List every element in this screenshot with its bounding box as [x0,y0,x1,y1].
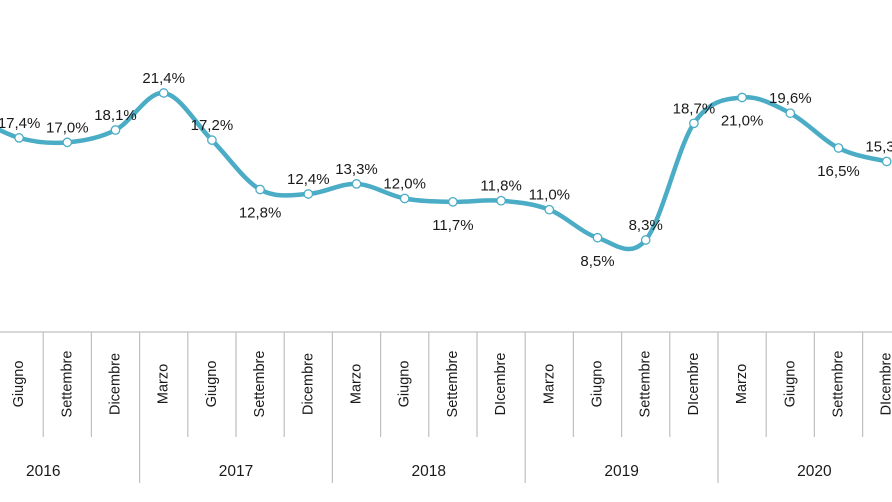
data-point [785,108,796,119]
data-point [62,137,73,148]
data-point [737,92,747,103]
series-line-group [0,90,889,252]
data-label: 15,3% [865,138,892,155]
month-tick-label: Settembre [59,351,75,418]
data-label: 18,7% [673,100,716,117]
month-tick-label: Giugno [397,361,413,408]
data-label: 11,8% [480,178,521,195]
data-point [158,88,169,98]
data-label: 21,4% [142,70,185,87]
data-label: 13,3% [335,161,378,178]
series-line [0,90,889,252]
month-tick-label: Settembre [638,351,654,418]
data-point [640,235,651,245]
data-point [255,184,265,195]
month-tick-label: Settembre [831,351,847,418]
data-label: 12,0% [383,175,426,192]
data-label: 17,4% [0,115,40,132]
x-axis: Giugno Settembre Dicembre 2016 Marzo Giugno Se… [0,331,892,483]
data-label: 8,3% [629,217,663,234]
data-point [303,189,314,199]
month-tick-label: Dicembre [108,353,124,415]
year-label: 2018 [412,463,446,480]
data-label: 18,1% [94,107,137,124]
data-point [592,232,603,243]
markers [14,88,892,245]
month-tick-label: Giugno [204,361,220,408]
data-point [207,135,217,145]
month-tick-label: DIcembre [686,353,702,416]
month-tick-label: Giugno [11,361,27,408]
year-label: 2020 [797,463,832,480]
month-tick-label: Settembre [445,351,461,418]
data-point [110,125,121,135]
data-label: 16,5% [817,163,860,180]
data-point [14,133,24,143]
data-point [496,195,506,206]
month-tick-label: Giugno [590,361,606,408]
data-label: 17,2% [191,117,234,134]
month-tick-label: DIcembre [879,353,892,416]
data-label: 12,8% [239,205,282,222]
month-tick-label: Marzo [156,364,172,404]
data-label: 11,7% [432,217,473,234]
data-label: 21,0% [721,112,764,129]
data-point [544,204,555,215]
month-tick-label: Settembre [252,351,268,418]
data-point [689,118,699,129]
data-label: 11,0% [529,187,570,204]
data-point [833,143,844,153]
month-tick-label: Marzo [541,364,557,404]
data-label: 12,4% [287,171,330,188]
year-label: 2016 [26,463,60,480]
data-point [351,179,362,189]
year-label: 2017 [219,463,253,480]
data-point [881,156,892,167]
year-label: 2019 [604,463,638,480]
month-tick-label: Marzo [734,364,750,404]
month-tick-label: Giugno [782,361,798,408]
data-label: 19,6% [769,90,812,107]
data-label: 8,5% [580,253,614,270]
data-point [399,193,410,204]
data-labels: 17,4% 17,0% 18,1% 21,4% 17,2% 12,8% 12,4% 13,3%… [0,70,892,270]
data-point [448,196,458,207]
data-label: 17,0% [46,119,89,136]
month-tick-label: Dicembre [300,353,316,415]
month-tick-label: Marzo [349,364,365,404]
month-tick-label: DIcembre [493,353,509,416]
